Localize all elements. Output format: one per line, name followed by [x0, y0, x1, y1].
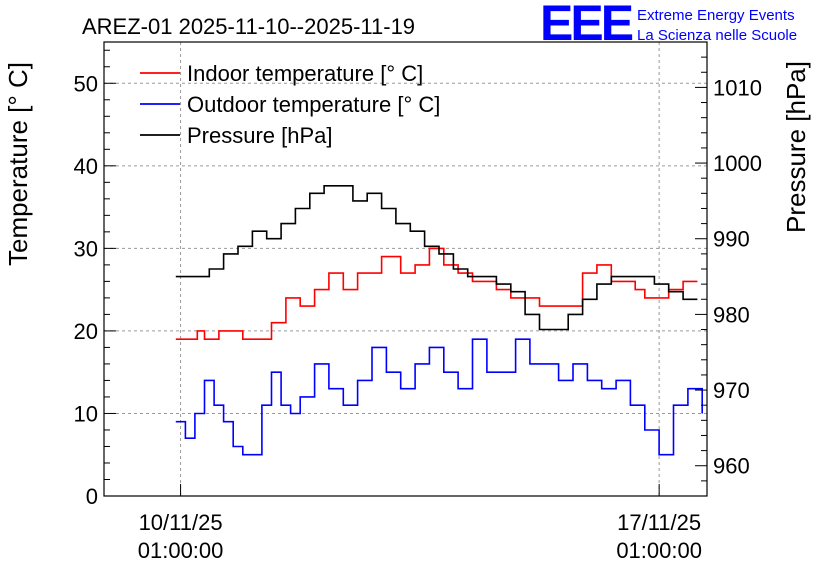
- plot-series: [175, 185, 703, 456]
- x-tick-label-1-time: 01:00:00: [616, 538, 702, 563]
- series-line-0: [175, 247, 698, 340]
- y2-tick-label-980: 980: [713, 302, 750, 327]
- legend: Indoor temperature [° C] Outdoor temperat…: [140, 61, 440, 148]
- y-tick-label-30: 30: [74, 236, 98, 261]
- eee-logo: EEE Extreme Energy Events La Scienza nel…: [540, 0, 797, 51]
- eee-logo-mark: EEE: [540, 0, 633, 51]
- x-tick-label-0-time: 01:00:00: [138, 538, 224, 563]
- y-axis-label: Temperature [° C]: [3, 62, 33, 266]
- y-tick-label-10: 10: [74, 401, 98, 426]
- y-tick-label-50: 50: [74, 71, 98, 96]
- legend-label-1: Outdoor temperature [° C]: [187, 92, 440, 117]
- gridlines: [104, 42, 707, 496]
- axes: 0 10 20 30 40 50 960 970 980 990 1000 1010 10/11/25 0…: [74, 41, 762, 563]
- y-tick-label-0: 0: [86, 484, 98, 509]
- x-tick-label-0-date: 10/11/25: [139, 510, 223, 535]
- y2-axis-label: Pressure [hPa]: [781, 61, 811, 233]
- y-tick-label-20: 20: [74, 319, 98, 344]
- series-line-1: [175, 338, 703, 456]
- y2-tick-label-1010: 1010: [713, 75, 762, 100]
- y2-tick-label-1000: 1000: [713, 151, 762, 176]
- eee-logo-line1: Extreme Energy Events: [637, 7, 795, 24]
- legend-label-2: Pressure [hPa]: [187, 123, 333, 148]
- y2-tick-label-970: 970: [713, 378, 750, 403]
- y2-tick-label-990: 990: [713, 227, 750, 252]
- legend-label-0: Indoor temperature [° C]: [187, 61, 423, 86]
- y-tick-label-40: 40: [74, 154, 98, 179]
- y2-tick-label-960: 960: [713, 454, 750, 479]
- series-line-2: [175, 185, 698, 331]
- x-tick-label-1-date: 17/11/25: [617, 510, 701, 535]
- chart-title: AREZ-01 2025-11-10--2025-11-19: [82, 14, 415, 39]
- eee-logo-line2: La Scienza nelle Scuole: [637, 27, 797, 44]
